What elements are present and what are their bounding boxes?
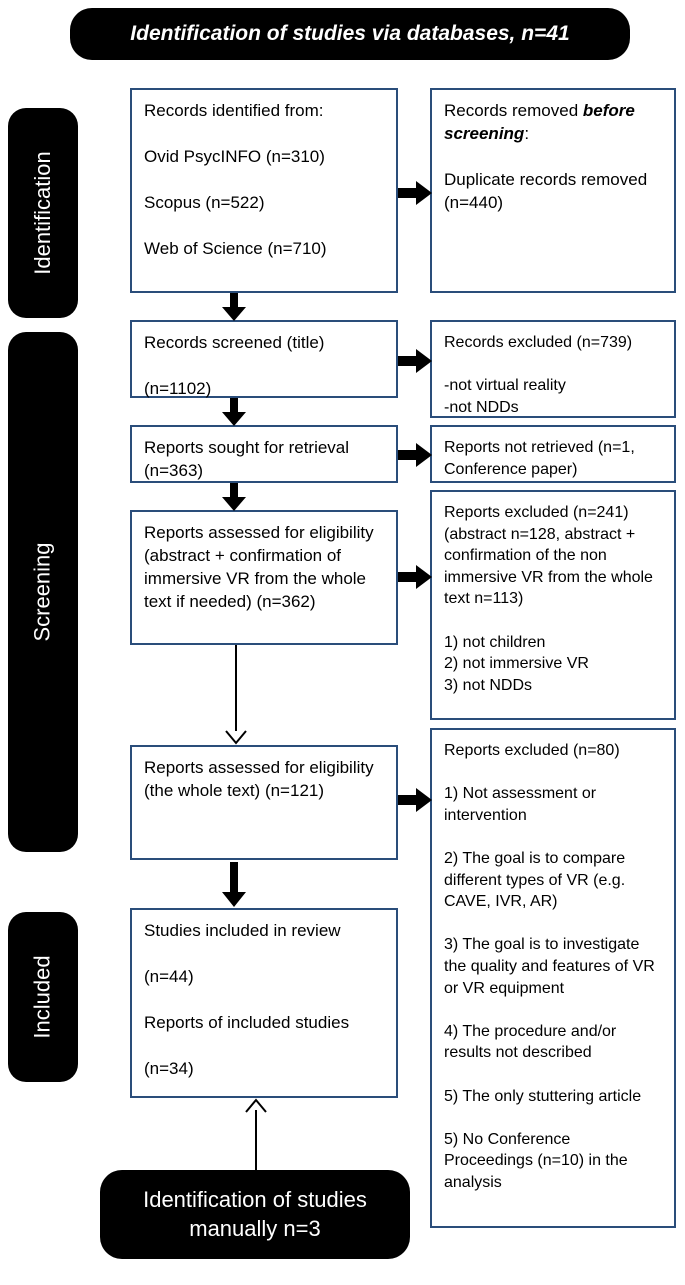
stage-screening-text: Screening [30, 542, 56, 641]
arrow-up-open-icon [244, 1098, 268, 1170]
stage-included: Included [8, 912, 78, 1082]
title-text: Identification of studies via databases,… [130, 22, 569, 45]
text: 1) not children [444, 632, 662, 654]
box-reports-sought: Reports sought for retrieval (n=363) [130, 425, 398, 483]
arrow-down-icon [222, 398, 246, 426]
text: Web of Science (n=710) [144, 238, 384, 261]
text: 4) The procedure and/or results not desc… [444, 1021, 662, 1064]
text: Reports assessed for eligibility (abstra… [144, 522, 384, 614]
box-records-screened: Records screened (title) (n=1102) [130, 320, 398, 398]
text: 3) not NDDs [444, 675, 662, 697]
arrow-down-icon [222, 483, 246, 511]
text: Ovid PsycINFO (n=310) [144, 146, 384, 169]
text: 2) The goal is to compare different type… [444, 848, 662, 913]
arrow-right-icon [398, 346, 432, 376]
text: 1) Not assessment or intervention [444, 783, 662, 826]
text: (n=1102) [144, 378, 384, 401]
text: Records screened (title) [144, 332, 384, 355]
text: Duplicate records removed (n=440) [444, 169, 662, 215]
box-reports-assessed-1: Reports assessed for eligibility (abstra… [130, 510, 398, 645]
box-reports-assessed-2: Reports assessed for eligibility (the wh… [130, 745, 398, 860]
box-reports-excluded-2: Reports excluded (n=80) 1) Not assessmen… [430, 728, 676, 1228]
arrow-right-icon [398, 785, 432, 815]
text: : [524, 124, 529, 143]
text: 5) No Conference Proceedings (n=10) in t… [444, 1129, 662, 1194]
box-records-identified: Records identified from: Ovid PsycINFO (… [130, 88, 398, 293]
arrow-right-icon [398, 440, 432, 470]
text: 3) The goal is to investigate the qualit… [444, 934, 662, 999]
text: 5) The only stuttering article [444, 1086, 662, 1108]
arrow-right-icon [398, 562, 432, 592]
text: Reports assessed for eligibility (the wh… [144, 757, 384, 803]
stage-included-text: Included [30, 955, 56, 1038]
text: Records excluded (n=739) [444, 332, 662, 354]
footer-text: Identification of studies manually n=3 [143, 1187, 367, 1241]
footer-pill: Identification of studies manually n=3 [100, 1170, 410, 1259]
text: Reports not retrieved (n=1, Conference p… [444, 437, 662, 480]
text: Records identified from: [144, 100, 384, 123]
text: (n=34) [144, 1058, 384, 1081]
stage-identification: Identification [8, 108, 78, 318]
stage-identification-text: Identification [30, 151, 56, 275]
text: Reports excluded (n=241) (abstract n=128… [444, 502, 662, 610]
arrow-down-icon [222, 293, 246, 321]
arrow-down-open-icon [224, 645, 248, 745]
text: Records removed [444, 101, 578, 120]
arrow-down-icon [222, 862, 246, 907]
box-included: Studies included in review (n=44) Report… [130, 908, 398, 1098]
box-reports-excluded-1: Reports excluded (n=241) (abstract n=128… [430, 490, 676, 720]
text: -not NDDs [444, 397, 662, 419]
box-records-excluded: Records excluded (n=739) -not virtual re… [430, 320, 676, 418]
text: (n=44) [144, 966, 384, 989]
arrow-right-icon [398, 178, 432, 208]
text: -not virtual reality [444, 375, 662, 397]
title-pill: Identification of studies via databases,… [70, 8, 630, 60]
box-records-removed: Records removed before screening: Duplic… [430, 88, 676, 293]
text: Reports sought for retrieval (n=363) [144, 437, 384, 483]
stage-screening: Screening [8, 332, 78, 852]
box-reports-not-retrieved: Reports not retrieved (n=1, Conference p… [430, 425, 676, 483]
flowchart-canvas: Identification of studies via databases,… [0, 0, 685, 1285]
text: Reports of included studies [144, 1012, 384, 1035]
text: Scopus (n=522) [144, 192, 384, 215]
text: Reports excluded (n=80) [444, 740, 662, 762]
text: 2) not immersive VR [444, 653, 662, 675]
text: Studies included in review [144, 920, 384, 943]
